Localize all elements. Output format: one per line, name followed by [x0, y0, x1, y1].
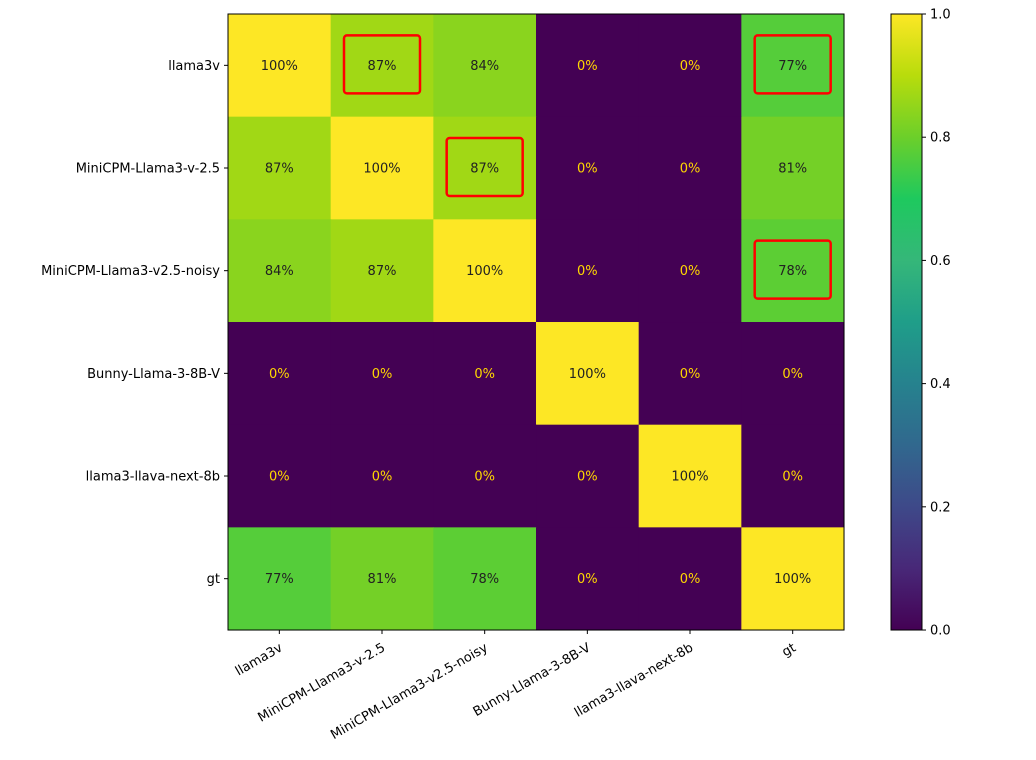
heatmap-cell — [741, 424, 845, 528]
x-tick-label: llama3v — [233, 640, 286, 679]
cell-value-label: 77% — [265, 572, 294, 587]
cell-value-label: 0% — [372, 367, 393, 382]
cell-value-label: 81% — [368, 572, 397, 587]
colorbar-tick-label: 0.2 — [930, 500, 951, 515]
cell-value-label: 78% — [470, 572, 499, 587]
x-tick-label: gt — [780, 640, 799, 660]
heatmap-cell — [741, 219, 845, 323]
cell-value-label: 0% — [782, 367, 803, 382]
heatmap-cell — [638, 14, 742, 118]
cell-value-label: 100% — [261, 59, 298, 74]
highlight-box — [753, 239, 832, 300]
colorbar-tick-label: 0.0 — [930, 624, 951, 639]
heatmap-cell — [330, 14, 434, 118]
colorbar-tick-label: 0.4 — [930, 377, 951, 392]
cell-value-label: 0% — [474, 470, 495, 485]
heatmap-cell — [433, 424, 537, 528]
y-tick-label: MiniCPM-Llama3-v-2.5 — [76, 162, 220, 177]
cell-value-label: 0% — [680, 162, 701, 177]
colorbar-gradient — [891, 14, 922, 631]
cell-value-label: 0% — [782, 470, 803, 485]
y-tick-label: llama3v — [168, 59, 220, 74]
cell-value-label: 87% — [265, 162, 294, 177]
cell-value-label: 0% — [269, 367, 290, 382]
x-axis: llama3vMiniCPM-Llama3-v-2.5MiniCPM-Llama… — [233, 630, 799, 743]
heatmap-cell — [638, 219, 742, 323]
cell-value-label: 100% — [671, 470, 708, 485]
colorbar-tick-label: 0.6 — [930, 254, 951, 269]
highlight-box — [342, 34, 422, 95]
colorbar-frame — [890, 13, 923, 631]
cell-value-label: 0% — [577, 264, 598, 279]
heatmap-cell — [638, 116, 742, 220]
cell-value-label: 87% — [470, 162, 499, 177]
heatmap-cell — [536, 424, 640, 528]
cell-value-label: 0% — [577, 470, 598, 485]
heatmap-cell — [228, 14, 332, 118]
cell-value-label: 81% — [778, 162, 807, 177]
highlight-box — [445, 136, 524, 198]
cell-value-label: 100% — [569, 367, 606, 382]
cell-value-label: 0% — [474, 367, 495, 382]
heatmap-cell — [638, 322, 742, 426]
heatmap-cell — [228, 116, 332, 220]
cell-value-label: 84% — [470, 59, 499, 74]
heatmap-cell — [536, 116, 640, 220]
cell-value-label: 100% — [774, 572, 811, 587]
cell-value-label: 100% — [363, 162, 400, 177]
cell-value-label: 0% — [680, 264, 701, 279]
heatmap-cell — [330, 322, 434, 426]
heatmap-cell — [433, 322, 537, 426]
heatmap-cell — [638, 527, 742, 631]
highlight-boxes — [342, 34, 832, 300]
cell-value-label: 87% — [368, 264, 397, 279]
cell-value-label: 0% — [269, 470, 290, 485]
y-tick-label: llama3-llava-next-8b — [86, 470, 220, 485]
cell-value-label: 87% — [368, 59, 397, 74]
heatmap-cell — [433, 527, 537, 631]
cell-value-label: 0% — [372, 470, 393, 485]
heatmap-cell — [741, 527, 845, 631]
heatmap-cell — [330, 116, 434, 220]
heatmap-cell — [433, 14, 537, 118]
y-tick-label: gt — [207, 572, 220, 587]
cell-value-label: 0% — [577, 59, 598, 74]
y-axis: llama3v MiniCPM-Llama3-v-2.5 MiniCPM-Llama… — [41, 59, 228, 587]
colorbar: 0.0 0.2 0.4 0.6 0.8 1.0 — [890, 8, 951, 639]
heatmap-cell — [536, 527, 640, 631]
heatmap-cell — [741, 116, 845, 220]
heatmap-cell — [536, 14, 640, 118]
cell-value-label: 77% — [778, 59, 807, 74]
cell-value-label: 100% — [466, 264, 503, 279]
cell-value-label: 0% — [680, 59, 701, 74]
heatmap-cell — [330, 527, 434, 631]
heatmap-cell — [330, 219, 434, 323]
cell-value-label: 84% — [265, 264, 294, 279]
heatmap-cell — [228, 219, 332, 323]
heatmap-cells: 100% 87% 84% 0% 0% 77% 87% 100% 87% 0% 0% 81% 84% 87%… — [228, 14, 845, 631]
plot-frame — [227, 13, 845, 631]
heatmap-cell — [228, 424, 332, 528]
heatmap-cell — [228, 322, 332, 426]
heatmap-cell — [330, 424, 434, 528]
heatmap-cell — [741, 14, 845, 118]
cell-value-label: 0% — [577, 572, 598, 587]
heatmap-cell — [433, 116, 537, 220]
heatmap-cell — [536, 322, 640, 426]
y-tick-label: Bunny-Llama-3-8B-V — [87, 367, 220, 382]
highlight-box — [753, 34, 832, 95]
heatmap-cell — [228, 527, 332, 631]
cell-value-label: 0% — [680, 367, 701, 382]
heatmap-cell — [536, 219, 640, 323]
y-tick-label: MiniCPM-Llama3-v2.5-noisy — [41, 264, 220, 279]
colorbar-tick-label: 0.8 — [930, 131, 951, 146]
heatmap-cell — [433, 219, 537, 323]
colorbar-tick-label: 1.0 — [930, 8, 951, 23]
heatmap-cell — [741, 322, 845, 426]
heatmap-cell — [638, 424, 742, 528]
cell-value-label: 78% — [778, 264, 807, 279]
cell-value-label: 0% — [577, 162, 598, 177]
cell-value-label: 0% — [680, 572, 701, 587]
